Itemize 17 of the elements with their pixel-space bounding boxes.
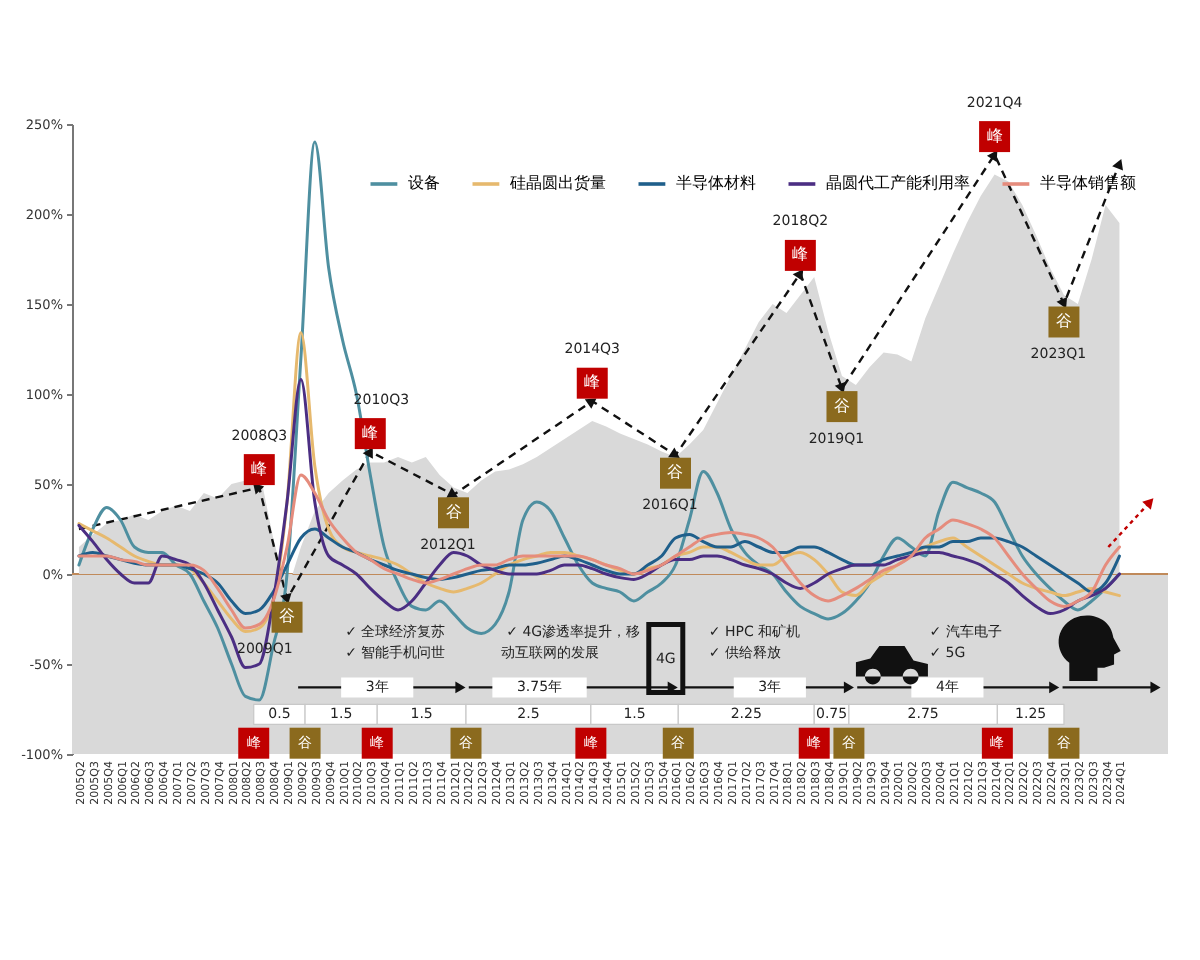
annotation: 谷: [833, 396, 850, 415]
legend-label: 半导体销售额: [1039, 174, 1136, 192]
annotation: 峰: [584, 373, 601, 392]
annotation: 谷: [279, 607, 296, 626]
line-series: [77, 378, 1121, 670]
annotation: 峰: [986, 126, 1003, 145]
legend-label: 设备: [407, 174, 440, 192]
legend-label: 晶圆代工产能利用率: [825, 174, 970, 192]
annotation: 峰: [792, 245, 809, 264]
annotation: 峰: [251, 459, 268, 478]
legend-label: 半导体材料: [675, 174, 756, 192]
annotation: 谷: [667, 463, 684, 482]
line-series: [77, 331, 1121, 634]
annotation: 谷: [445, 502, 462, 521]
annotation: 谷: [1055, 312, 1072, 330]
legend-label: 硅晶圆出货量: [507, 174, 606, 192]
annotation: 峰: [362, 423, 379, 442]
